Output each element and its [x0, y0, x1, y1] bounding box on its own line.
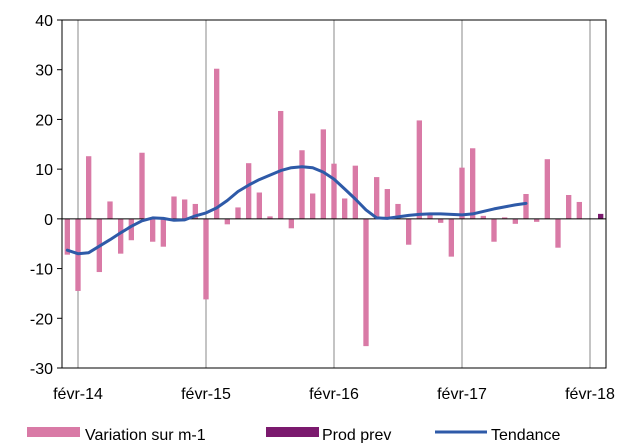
plot-frame [61, 19, 607, 369]
bar [598, 213, 604, 219]
bar [374, 177, 380, 219]
bar [299, 150, 305, 219]
bar [267, 216, 273, 219]
bar [470, 148, 476, 219]
bar [288, 218, 294, 229]
x-tick-label: févr-17 [437, 386, 487, 403]
legend-swatch-variation [27, 427, 80, 437]
bar [128, 218, 134, 241]
bar [203, 218, 209, 300]
bar [395, 203, 401, 219]
x-tick-label: févr-14 [53, 386, 103, 403]
bar [416, 120, 422, 219]
bar [214, 68, 220, 219]
bar [555, 218, 561, 248]
x-tick-label: févr-16 [309, 386, 359, 403]
bar [352, 165, 358, 219]
bar [502, 217, 508, 219]
y-tick-label: 40 [35, 13, 53, 30]
bar [566, 194, 572, 219]
bar [224, 218, 230, 225]
x-tick-label: févr-18 [565, 386, 615, 403]
legend-label-tendance: Tendance [491, 427, 560, 443]
y-tick-label: -30 [30, 361, 53, 378]
bar [256, 192, 262, 219]
bar [512, 218, 518, 224]
bar [576, 201, 582, 219]
legend-label-variation: Variation sur m-1 [85, 427, 206, 443]
trend-line [65, 165, 528, 256]
bar [448, 218, 454, 257]
x-tick-label: févr-15 [181, 386, 231, 403]
bar [118, 218, 124, 254]
bar [150, 218, 156, 242]
y-tick-label: 20 [35, 112, 53, 129]
bar [384, 189, 390, 219]
y-tick-label: 10 [35, 162, 53, 179]
bar [459, 167, 465, 219]
bar [182, 199, 188, 219]
bar [246, 163, 252, 219]
bar [160, 218, 166, 247]
legend-label-prod-prev: Prod prev [322, 427, 391, 443]
legend-swatch-prod-prev [266, 427, 319, 437]
bar [278, 110, 284, 219]
bar [523, 194, 529, 219]
y-tick-label: -20 [30, 311, 53, 328]
trend-series [65, 165, 528, 256]
bar [406, 218, 412, 245]
bar [86, 156, 92, 219]
bar [320, 129, 326, 219]
bar [64, 218, 70, 255]
y-tick-label: 0 [44, 212, 53, 229]
bar [438, 218, 444, 223]
bar [534, 218, 540, 222]
y-tick-label: -10 [30, 262, 53, 279]
bar [342, 198, 348, 219]
bar [310, 193, 316, 219]
y-axis-ticks: 40 30 20 10 0 -10 -20 -30 [30, 13, 62, 378]
bar [192, 203, 198, 219]
bar [480, 215, 486, 219]
bar [491, 218, 497, 242]
y-tick-label: 30 [35, 63, 53, 80]
bar [139, 152, 145, 219]
legend: Variation sur m-1 Prod prev Tendance [27, 427, 560, 443]
bar [235, 207, 241, 219]
bar [544, 159, 550, 219]
bar [427, 214, 433, 219]
bar [363, 218, 369, 347]
bar [171, 196, 177, 219]
x-axis-ticks: févr-14 févr-15 févr-16 févr-17 févr-18 [53, 386, 615, 403]
gridlines [77, 20, 591, 368]
bar [107, 201, 113, 219]
bar [331, 163, 337, 219]
